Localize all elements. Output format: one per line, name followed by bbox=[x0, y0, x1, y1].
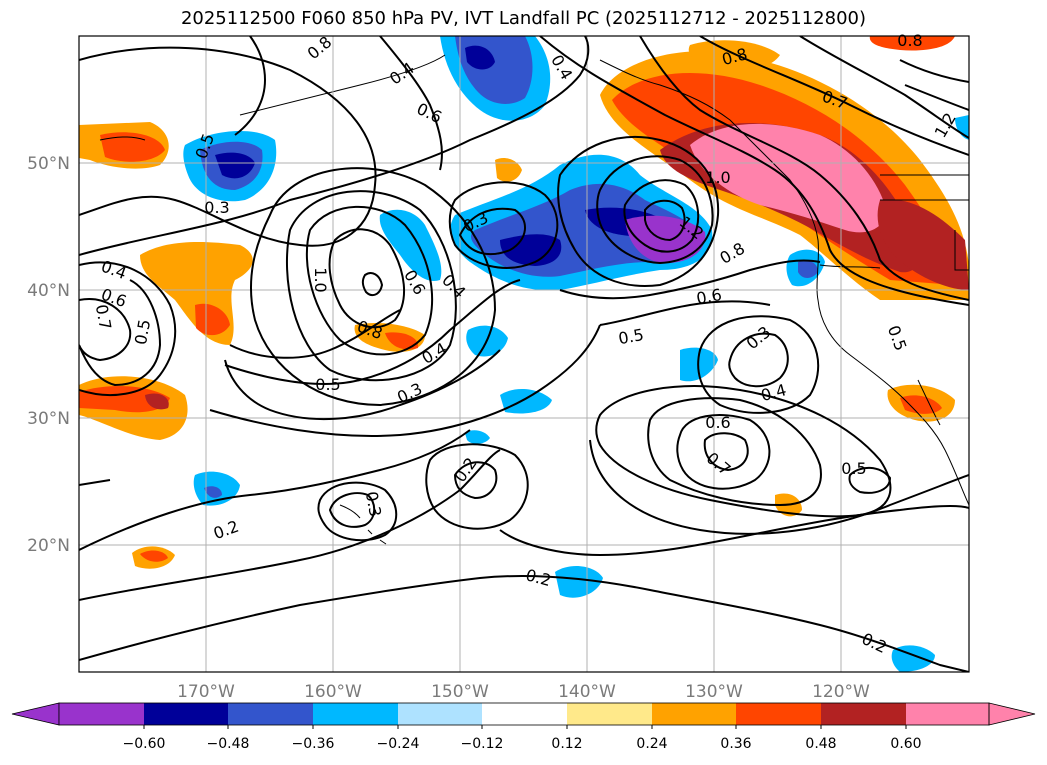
pv-negative-region bbox=[204, 486, 222, 498]
lon-label-150w: 150°W bbox=[431, 682, 489, 702]
colorbar-extend-high bbox=[988, 702, 1036, 726]
colorbar-bin bbox=[906, 703, 989, 725]
pv-positive-region bbox=[79, 386, 170, 413]
colorbar-frame bbox=[58, 702, 990, 726]
lon-label-140w: 140°W bbox=[558, 682, 616, 702]
map-frame bbox=[78, 35, 970, 673]
contour-label: 0.3 bbox=[204, 198, 229, 217]
filled-pv-field bbox=[79, 36, 969, 672]
pv-negative-region bbox=[465, 45, 495, 70]
colorbar-bin bbox=[144, 703, 228, 725]
colorbar-bin bbox=[567, 703, 652, 725]
lon-label-160w: 160°W bbox=[304, 682, 362, 702]
colorbar-tick-label: −0.60 bbox=[123, 736, 166, 752]
colorbar-bin bbox=[652, 703, 736, 725]
colorbar-tick-label: −0.36 bbox=[292, 736, 335, 752]
colorbar-bin bbox=[59, 703, 144, 725]
pv-positive-region bbox=[100, 132, 165, 162]
pv-negative-region bbox=[215, 152, 255, 179]
pv-positive-region bbox=[495, 158, 522, 182]
colorbar-bin bbox=[398, 703, 482, 725]
contour-label: 0.5 bbox=[617, 325, 645, 348]
lon-label-170w: 170°W bbox=[177, 682, 235, 702]
lon-label-130w: 130°W bbox=[685, 682, 743, 702]
colorbar: −0.60 −0.48 −0.36 −0.24 −0.12 0.12 0.24 … bbox=[11, 702, 1036, 752]
longitude-labels: 170°W 160°W 150°W 140°W 130°W 120°W bbox=[177, 682, 870, 702]
contour-label: 0.7 bbox=[92, 303, 115, 331]
pv-positive-region bbox=[877, 199, 969, 290]
colorbar-bin bbox=[482, 703, 567, 725]
contour-label: 0.8 bbox=[897, 31, 922, 50]
contour-label: 0.6 bbox=[695, 285, 723, 308]
pv-negative-region bbox=[500, 234, 562, 266]
colorbar-tick-label: 0.12 bbox=[551, 736, 582, 752]
pv-negative-region bbox=[955, 115, 969, 140]
colorbar-tick-label: −0.12 bbox=[461, 736, 504, 752]
colorbar-tick-label: 0.60 bbox=[890, 736, 921, 752]
contour-label: 1.0 bbox=[705, 168, 730, 187]
contour-label: 0.3 bbox=[362, 490, 385, 518]
pv-negative-region bbox=[798, 260, 818, 278]
pv-positive-region bbox=[145, 393, 169, 410]
lat-label-20n: 20°N bbox=[27, 536, 70, 556]
pv-positive-region bbox=[385, 332, 419, 350]
ivt-contours bbox=[79, 36, 969, 672]
pv-positive-region bbox=[869, 36, 955, 51]
colorbar-bin bbox=[821, 703, 906, 725]
coastlines bbox=[99, 54, 969, 545]
map-panel[interactable]: 0.8 0.4 0.6 0.8 0.7 1.0 1.2 0.5 0.3 0.3 … bbox=[78, 31, 970, 673]
pv-negative-region bbox=[500, 388, 552, 414]
lat-label-40n: 40°N bbox=[27, 281, 70, 301]
latitude-labels: 50°N 40°N 30°N 20°N bbox=[27, 154, 70, 556]
colorbar-tick-label: 0.24 bbox=[636, 736, 667, 752]
colorbar-tick-label: −0.24 bbox=[377, 736, 420, 752]
contour-label: 0.5 bbox=[131, 318, 154, 346]
contour-label: 1.0 bbox=[311, 267, 330, 292]
lon-label-120w: 120°W bbox=[812, 682, 870, 702]
pv-negative-region bbox=[465, 430, 490, 444]
contour-label: 0.5 bbox=[315, 375, 340, 394]
colorbar-tick-label: 0.36 bbox=[720, 736, 751, 752]
figure-title: 2025112500 F060 850 hPa PV, IVT Landfall… bbox=[180, 8, 867, 29]
pv-positive-region bbox=[140, 550, 168, 562]
colorbar-extend-low bbox=[11, 702, 60, 726]
colorbar-bin bbox=[313, 703, 398, 725]
gridlines bbox=[79, 36, 969, 672]
pv-positive-region bbox=[195, 303, 230, 336]
pv-negative-region bbox=[555, 566, 603, 598]
colorbar-bin bbox=[736, 703, 821, 725]
colorbar-tick-label: 0.48 bbox=[805, 736, 836, 752]
contour-label: 0.5 bbox=[841, 459, 866, 478]
colorbar-bin bbox=[228, 703, 313, 725]
lat-label-50n: 50°N bbox=[27, 154, 70, 174]
contour-label: 0.6 bbox=[705, 413, 730, 432]
lat-label-30n: 30°N bbox=[27, 409, 70, 429]
colorbar-tick-label: −0.48 bbox=[207, 736, 250, 752]
